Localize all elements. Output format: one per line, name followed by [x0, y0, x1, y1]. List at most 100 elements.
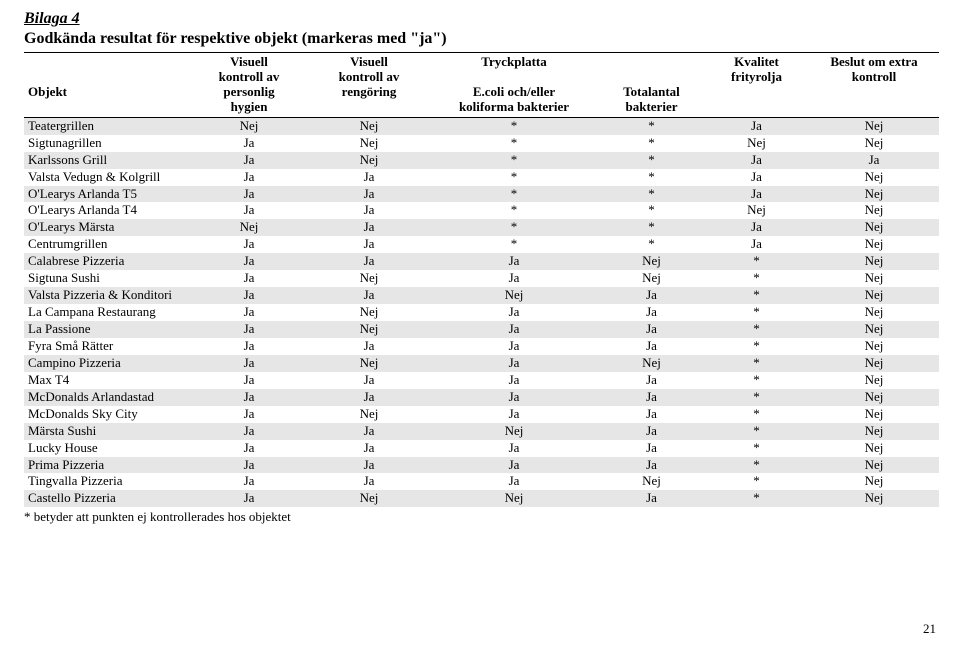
cell-value: Ja — [429, 440, 599, 457]
cell-value: Ja — [189, 287, 309, 304]
cell-value: Ja — [309, 372, 429, 389]
cell-value: Ja — [309, 253, 429, 270]
cell-objekt: Castello Pizzeria — [24, 490, 189, 507]
cell-value: * — [599, 236, 704, 253]
cell-value: Ja — [189, 253, 309, 270]
cell-objekt: Valsta Pizzeria & Konditori — [24, 287, 189, 304]
table-row: CentrumgrillenJaJa**JaNej — [24, 236, 939, 253]
cell-value: Ja — [309, 389, 429, 406]
cell-value: Nej — [809, 236, 939, 253]
cell-value: Nej — [809, 169, 939, 186]
cell-value: * — [704, 321, 809, 338]
cell-value: Nej — [309, 135, 429, 152]
cell-value: * — [599, 117, 704, 134]
cell-value: * — [704, 473, 809, 490]
cell-value: Ja — [189, 186, 309, 203]
cell-value: Ja — [189, 473, 309, 490]
cell-value: Nej — [809, 355, 939, 372]
cell-value: Nej — [309, 406, 429, 423]
cell-value: Nej — [809, 473, 939, 490]
table-header-row: Visuell x Objekt Visuell kontroll av per… — [24, 53, 939, 118]
cell-value: Nej — [809, 304, 939, 321]
cell-value: Ja — [429, 355, 599, 372]
cell-value: Nej — [309, 152, 429, 169]
cell-value: Nej — [809, 389, 939, 406]
table-row: Prima PizzeriaJaJaJaJa*Nej — [24, 457, 939, 474]
cell-value: * — [704, 270, 809, 287]
cell-value: * — [704, 440, 809, 457]
cell-value: Nej — [189, 219, 309, 236]
cell-value: Nej — [809, 135, 939, 152]
cell-value: * — [704, 253, 809, 270]
table-row: O'Learys Arlanda T4JaJa**NejNej — [24, 202, 939, 219]
table-row: Karlssons GrillJaNej**JaJa — [24, 152, 939, 169]
cell-value: Ja — [309, 423, 429, 440]
cell-objekt: Sigtunagrillen — [24, 135, 189, 152]
cell-value: Ja — [599, 406, 704, 423]
cell-value: Ja — [189, 490, 309, 507]
col-tryckplatta: Tryckplatta x E.coli och/eller koliforma… — [429, 53, 599, 118]
cell-value: Ja — [599, 490, 704, 507]
cell-value: Ja — [429, 457, 599, 474]
cell-value: Nej — [429, 287, 599, 304]
col-visuell-rengoring: Visuell kontroll av rengöring — [309, 53, 429, 118]
cell-value: * — [599, 186, 704, 203]
cell-value: Ja — [704, 117, 809, 134]
table-row: McDonalds Sky CityJaNejJaJa*Nej — [24, 406, 939, 423]
cell-objekt: La Passione — [24, 321, 189, 338]
cell-value: Nej — [809, 321, 939, 338]
cell-value: Ja — [309, 440, 429, 457]
table-row: Valsta Pizzeria & KonditoriJaJaNejJa*Nej — [24, 287, 939, 304]
cell-value: Nej — [809, 406, 939, 423]
table-row: La PassioneJaNejJaJa*Nej — [24, 321, 939, 338]
cell-value: Nej — [309, 270, 429, 287]
cell-objekt: Prima Pizzeria — [24, 457, 189, 474]
cell-value: Ja — [189, 152, 309, 169]
cell-objekt: McDonalds Arlandastad — [24, 389, 189, 406]
cell-value: * — [704, 457, 809, 474]
cell-value: Ja — [704, 169, 809, 186]
cell-value: * — [704, 355, 809, 372]
col-kvalitet: Kvalitet frityrolja — [704, 53, 809, 118]
cell-value: Ja — [809, 152, 939, 169]
cell-value: Nej — [309, 117, 429, 134]
cell-value: Ja — [189, 270, 309, 287]
table-body: TeatergrillenNejNej**JaNejSigtunagrillen… — [24, 117, 939, 507]
cell-value: Ja — [189, 457, 309, 474]
cell-value: Ja — [429, 304, 599, 321]
page-number: 21 — [923, 621, 936, 637]
cell-value: Nej — [309, 490, 429, 507]
cell-value: Ja — [189, 355, 309, 372]
table-row: Campino PizzeriaJaNejJaNej*Nej — [24, 355, 939, 372]
cell-value: Ja — [309, 457, 429, 474]
cell-objekt: Märsta Sushi — [24, 423, 189, 440]
label-objekt: Objekt — [28, 85, 185, 100]
cell-objekt: O'Learys Märsta — [24, 219, 189, 236]
cell-value: Ja — [189, 169, 309, 186]
cell-value: * — [429, 236, 599, 253]
cell-value: Nej — [704, 202, 809, 219]
cell-value: Nej — [599, 355, 704, 372]
cell-value: * — [599, 152, 704, 169]
table-row: Max T4JaJaJaJa*Nej — [24, 372, 939, 389]
cell-value: Ja — [309, 287, 429, 304]
cell-value: Ja — [309, 219, 429, 236]
cell-value: Ja — [189, 236, 309, 253]
cell-value: * — [599, 169, 704, 186]
cell-value: * — [429, 135, 599, 152]
col-beslut: Beslut om extra kontroll — [809, 53, 939, 118]
cell-value: Ja — [599, 287, 704, 304]
cell-value: * — [599, 135, 704, 152]
cell-value: * — [704, 490, 809, 507]
cell-objekt: Karlssons Grill — [24, 152, 189, 169]
table-row: TeatergrillenNejNej**JaNej — [24, 117, 939, 134]
cell-value: * — [704, 338, 809, 355]
table-row: Lucky HouseJaJaJaJa*Nej — [24, 440, 939, 457]
cell-value: Ja — [429, 253, 599, 270]
cell-value: Nej — [809, 186, 939, 203]
cell-value: Nej — [809, 440, 939, 457]
cell-value: * — [429, 186, 599, 203]
table-row: O'Learys MärstaNejJa**JaNej — [24, 219, 939, 236]
cell-value: * — [429, 117, 599, 134]
cell-value: Nej — [189, 117, 309, 134]
